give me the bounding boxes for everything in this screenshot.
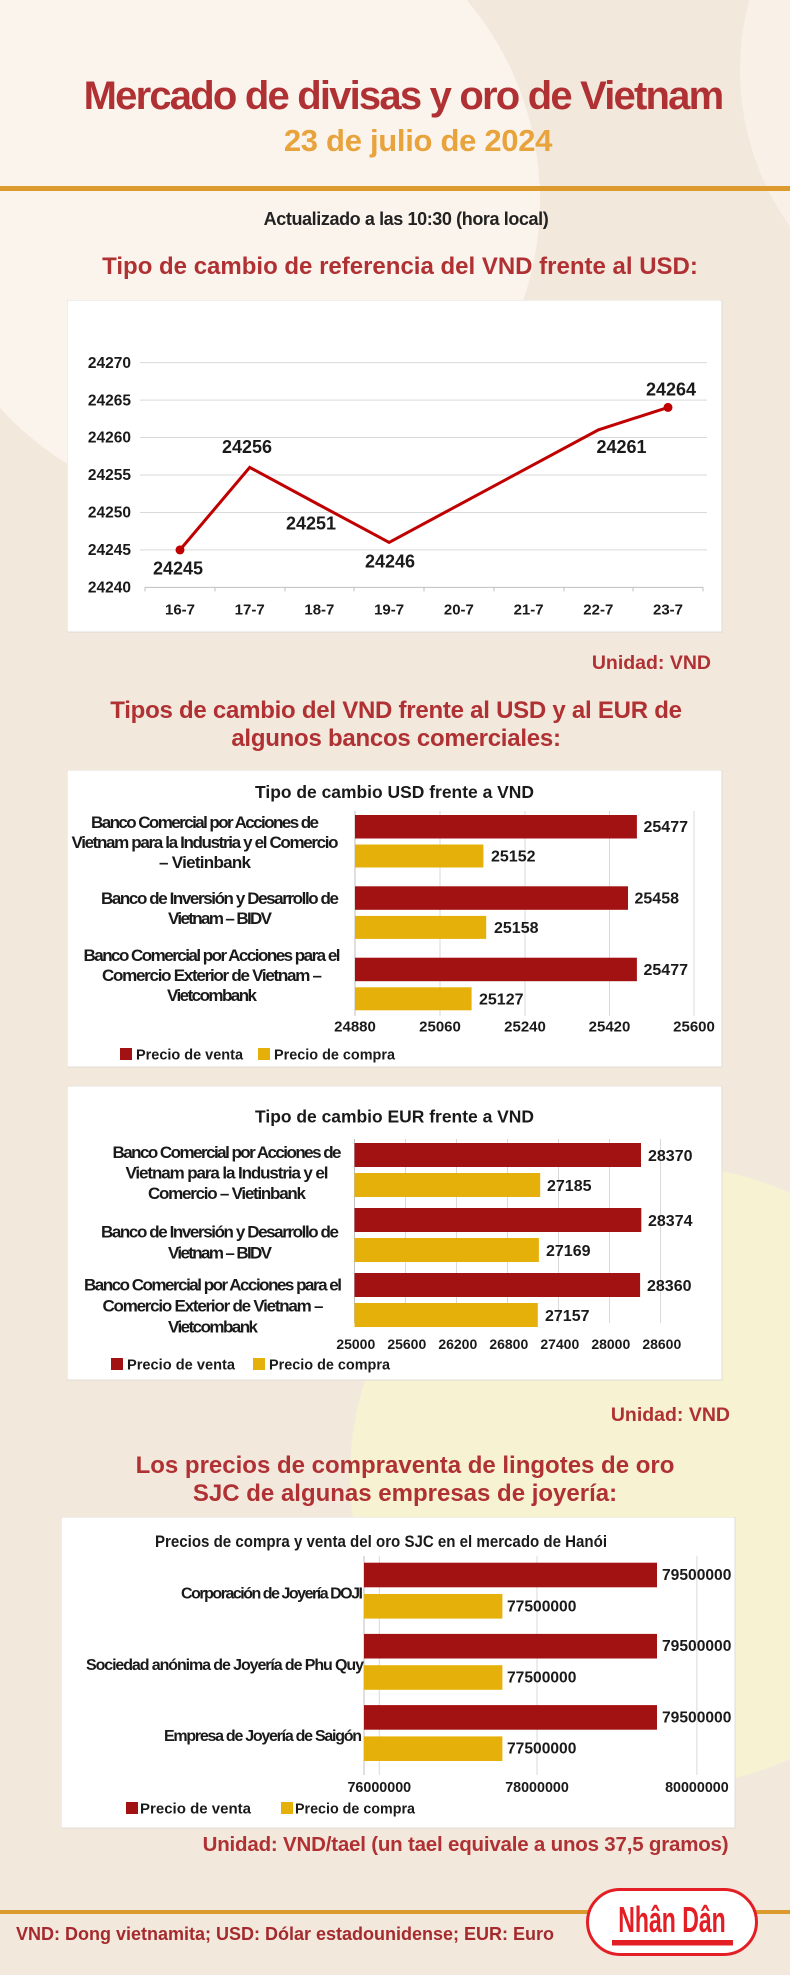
svg-text:Precio de venta: Precio de venta [127, 1358, 236, 1374]
svg-text:18-7: 18-7 [304, 602, 334, 619]
svg-text:Precio de compra: Precio de compra [295, 1802, 416, 1818]
svg-text:27157: 27157 [545, 1308, 590, 1325]
svg-text:78000000: 78000000 [505, 1780, 569, 1796]
svg-text:79500000: 79500000 [662, 1567, 732, 1584]
svg-text:25477: 25477 [644, 962, 689, 979]
svg-text:Banco de Inversión y Desarroll: Banco de Inversión y Desarrollo de [101, 1223, 339, 1242]
svg-text:76000000: 76000000 [347, 1780, 411, 1796]
svg-text:Banco Comercial por Acciones d: Banco Comercial por Acciones de [91, 813, 319, 832]
svg-text:27400: 27400 [540, 1336, 579, 1352]
svg-text:25240: 25240 [504, 1019, 546, 1036]
svg-text:Precio de compra: Precio de compra [274, 1048, 396, 1064]
svg-text:28370: 28370 [648, 1148, 693, 1165]
svg-text:26200: 26200 [438, 1336, 477, 1352]
svg-text:Empresa de Joyería de Saigón: Empresa de Joyería de Saigón [164, 1728, 362, 1745]
svg-text:Comercio – Vietinbank: Comercio – Vietinbank [148, 1184, 307, 1203]
svg-text:Vietcombank: Vietcombank [168, 1317, 259, 1336]
svg-text:Comercio Exterior de Vietnam –: Comercio Exterior de Vietnam – [102, 966, 322, 985]
svg-text:26800: 26800 [489, 1336, 528, 1352]
svg-text:24256: 24256 [222, 437, 272, 457]
svg-text:25477: 25477 [644, 819, 689, 836]
svg-text:20-7: 20-7 [444, 602, 474, 619]
svg-text:Sociedad anónima de Joyería de: Sociedad anónima de Joyería de Phu Quy [86, 1657, 364, 1674]
svg-text:77500000: 77500000 [507, 1670, 577, 1687]
svg-text:28360: 28360 [647, 1278, 692, 1295]
svg-text:25000: 25000 [336, 1336, 375, 1352]
svg-text:28600: 28600 [642, 1336, 681, 1352]
svg-text:24264: 24264 [646, 380, 696, 400]
svg-text:24250: 24250 [88, 505, 131, 522]
svg-text:16-7: 16-7 [165, 602, 195, 619]
svg-text:Corporación de Joyería DOJI: Corporación de Joyería DOJI [181, 1586, 363, 1603]
svg-text:Nhân Dân: Nhân Dân [618, 1901, 726, 1940]
svg-text:Vietcombank: Vietcombank [167, 986, 258, 1005]
svg-text:25152: 25152 [491, 849, 536, 866]
svg-text:Banco de Inversión y Desarroll: Banco de Inversión y Desarrollo de [101, 889, 339, 908]
svg-text:Comercio Exterior de Vietnam –: Comercio Exterior de Vietnam – [103, 1297, 324, 1316]
svg-text:24245: 24245 [153, 559, 203, 579]
svg-text:21-7: 21-7 [514, 602, 544, 619]
svg-text:25600: 25600 [387, 1336, 426, 1352]
svg-text:25158: 25158 [494, 920, 539, 937]
svg-text:79500000: 79500000 [662, 1638, 732, 1655]
svg-text:Precios de compra y venta del: Precios de compra y venta del oro SJC en… [155, 1533, 607, 1551]
svg-text:Precio de venta: Precio de venta [140, 1802, 252, 1818]
svg-text:23-7: 23-7 [653, 602, 683, 619]
svg-text:25060: 25060 [419, 1019, 461, 1036]
svg-text:77500000: 77500000 [507, 1598, 577, 1615]
svg-text:25127: 25127 [479, 992, 524, 1009]
svg-text:24251: 24251 [286, 514, 336, 534]
svg-text:Precio de venta: Precio de venta [136, 1048, 244, 1064]
svg-text:Vietnam – BIDV: Vietnam – BIDV [168, 1243, 273, 1262]
svg-text:17-7: 17-7 [235, 602, 265, 619]
svg-text:25600: 25600 [673, 1019, 715, 1036]
svg-text:27169: 27169 [546, 1243, 591, 1260]
svg-text:25420: 25420 [589, 1019, 631, 1036]
svg-text:24270: 24270 [88, 355, 131, 372]
svg-text:Tipo de cambio USD frente a VN: Tipo de cambio USD frente a VND [255, 782, 534, 802]
svg-text:24880: 24880 [334, 1019, 376, 1036]
svg-text:Tipo de cambio EUR frente a VN: Tipo de cambio EUR frente a VND [255, 1107, 534, 1127]
svg-text:Vietnam para la Industria y el: Vietnam para la Industria y el Comercio [72, 833, 339, 852]
svg-text:79500000: 79500000 [662, 1709, 732, 1726]
svg-text:24261: 24261 [596, 437, 646, 457]
svg-text:24245: 24245 [88, 542, 131, 559]
svg-text:22-7: 22-7 [583, 602, 613, 619]
svg-text:19-7: 19-7 [374, 602, 404, 619]
svg-text:28000: 28000 [591, 1336, 630, 1352]
svg-text:Banco Comercial por Acciones d: Banco Comercial por Acciones de [113, 1143, 342, 1162]
svg-text:Banco Comercial por Acciones p: Banco Comercial por Acciones para el [84, 946, 341, 965]
svg-text:24260: 24260 [88, 430, 131, 447]
svg-text:Banco Comercial por Acciones p: Banco Comercial por Acciones para el [84, 1276, 342, 1295]
svg-text:77500000: 77500000 [507, 1741, 577, 1758]
svg-text:24265: 24265 [88, 392, 131, 409]
svg-text:25458: 25458 [635, 891, 680, 908]
svg-text:28374: 28374 [648, 1213, 693, 1230]
svg-text:Vietnam – BIDV: Vietnam – BIDV [168, 909, 273, 928]
svg-text:Vietnam para la Industria y el: Vietnam para la Industria y el [126, 1164, 329, 1183]
svg-text:– Vietinbank: – Vietinbank [159, 853, 252, 872]
svg-text:24240: 24240 [88, 580, 131, 597]
svg-text:80000000: 80000000 [665, 1780, 729, 1796]
svg-text:27185: 27185 [547, 1178, 592, 1195]
svg-text:24255: 24255 [88, 467, 131, 484]
svg-text:24246: 24246 [365, 552, 415, 572]
svg-text:Precio de compra: Precio de compra [269, 1358, 391, 1374]
